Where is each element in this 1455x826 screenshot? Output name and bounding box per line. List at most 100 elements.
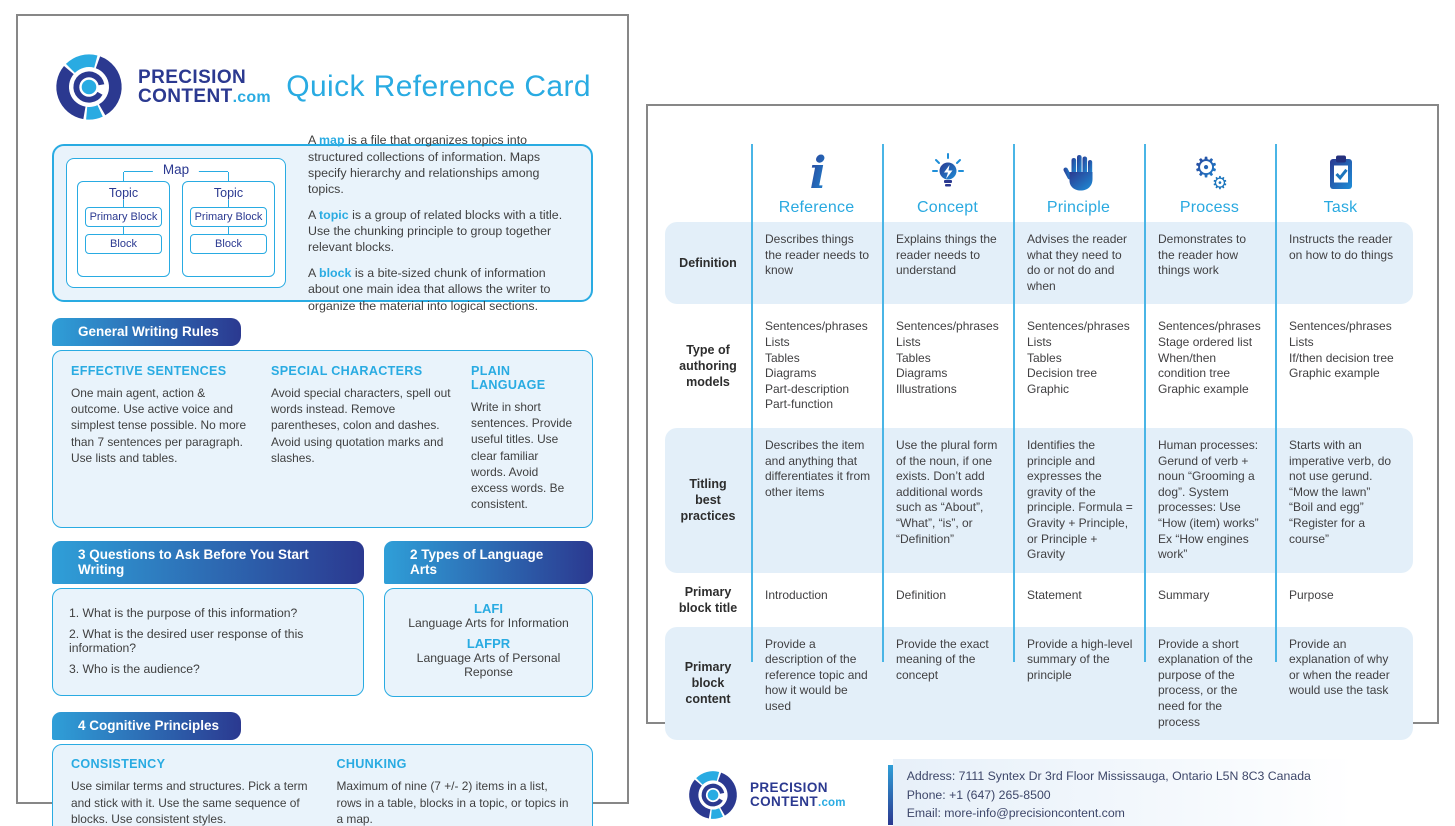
principle-heading: CONSISTENCY: [71, 757, 166, 772]
svg-text:i: i: [809, 152, 826, 194]
hand-icon: [1062, 155, 1092, 191]
table-cell: Provide the exact meaning of the concept: [896, 636, 989, 682]
svg-text:⚙: ⚙: [1211, 173, 1227, 194]
language-arts-abbr: LAFPR: [466, 636, 511, 652]
table-cell: Starts with an imperative verb, do not u…: [1289, 437, 1392, 546]
keyword-block: block: [319, 265, 352, 280]
keyword-map: map: [319, 133, 345, 148]
section-header-cognitive-principles: 4 Cognitive Principles: [52, 712, 242, 741]
table-cell: Explains things the reader needs to unde…: [896, 232, 997, 278]
principle-consistency: CONSISTENCY Use similar terms and struct…: [71, 757, 309, 826]
table-cell: Provide a short explanation of the purpo…: [1158, 636, 1253, 729]
table-header-row: i Reference Concept: [751, 144, 1413, 222]
principle-chunking: CHUNKING Maximum of nine (7 +/- 2) items…: [337, 757, 575, 826]
intro-pre: A: [308, 207, 320, 222]
footer-phone: Phone: +1 (647) 265-8500: [906, 787, 1051, 802]
column-header-process: ⚙ ⚙ Process: [1144, 144, 1275, 222]
cognitive-principles-box: CONSISTENCY Use similar terms and struct…: [52, 744, 593, 826]
footer-address: Address: 7111 Syntex Dr 3rd Floor Missis…: [906, 769, 1311, 784]
precision-content-logo-icon: [686, 768, 740, 822]
connector-line: [227, 227, 230, 234]
rule-body: Write in short sentences. Provide useful…: [471, 400, 573, 512]
diagram-topic-box: Topic Primary Block Block: [182, 181, 275, 277]
question-item: 1. What is the purpose of this informati…: [69, 606, 298, 621]
lightbulb-icon: [931, 153, 964, 187]
language-arts-section: 2 Types of Language Arts LAFI Language A…: [384, 541, 593, 698]
table-row-primary-block-title: Primary block title Introduction Definit…: [665, 578, 1413, 622]
language-arts-name: Language Arts for Information: [408, 616, 569, 631]
table-cell: Summary: [1158, 587, 1210, 602]
quick-reference-card-page-1: PRECISION CONTENT.com Quick Reference Ca…: [16, 14, 629, 826]
gears-icon: ⚙ ⚙: [1193, 152, 1228, 194]
diagram-block-label: Block: [85, 234, 162, 254]
brand-line1: PRECISION: [138, 66, 247, 88]
principle-body: Use similar terms and structures. Pick a…: [71, 779, 308, 826]
language-arts-name: Language Arts of Personal Reponse: [416, 651, 561, 680]
svg-text:⚙: ⚙: [1193, 152, 1218, 184]
keyword-topic: topic: [319, 207, 349, 222]
rule-body: One main agent, action & outcome. Use ac…: [71, 386, 247, 465]
brand-line1: PRECISION: [750, 780, 828, 796]
info-icon: i: [809, 152, 826, 194]
column-header-principle: Principle: [1013, 144, 1144, 222]
cognitive-principles-col-left: CONSISTENCY Use similar terms and struct…: [71, 757, 309, 826]
table-cell: Provide a high-level summary of the prin…: [1027, 636, 1133, 682]
diagram-topics: Topic Primary Block Block Topic Primary …: [77, 181, 275, 277]
diagram-topic-label: Topic: [108, 186, 139, 200]
question-item: 2. What is the desired user response of …: [69, 627, 304, 656]
brand-line2-wrap: CONTENT.com: [138, 87, 271, 106]
rule-heading: PLAIN LANGUAGE: [471, 364, 546, 392]
column-header-label: Reference: [778, 199, 855, 216]
table-cell: Instructs the reader on how to do things: [1289, 232, 1394, 262]
table-row-authoring-models: Type of authoring models Sentences/phras…: [665, 309, 1413, 423]
intro-paragraph-map: A map is a file that organizes topics in…: [308, 132, 573, 198]
footer-email: Email: more-info@precisioncontent.com: [906, 806, 1125, 821]
row-header: Primary block content: [684, 660, 732, 707]
table-cell: Provide an explanation of why or when th…: [1289, 636, 1390, 698]
table-cell: Sentences/phrases Lists Tables Decision …: [1027, 319, 1130, 396]
precision-content-logo-icon: [52, 50, 126, 124]
rule-column-effective-sentences: EFFECTIVE SENTENCES One main agent, acti…: [71, 364, 251, 512]
column-header-reference: i Reference: [751, 144, 882, 222]
table-cell: Sentences/phrases Lists Tables Diagrams …: [765, 319, 868, 412]
table-cell: Sentences/phrases Stage ordered list Whe…: [1158, 319, 1261, 396]
row-header: Type of authoring models: [679, 343, 737, 390]
language-arts-abbr: LAFI: [474, 601, 503, 617]
map-topic-block-section: Map Topic Primary Block Block Topic Prim…: [52, 133, 593, 313]
footer-accent-bar: [887, 765, 893, 826]
intro-pre: A: [308, 265, 320, 280]
diagram-block-label: Block: [190, 234, 267, 254]
table-cell: Describes things the reader needs to kno…: [765, 232, 870, 278]
column-divider: [751, 144, 753, 662]
column-divider: [1013, 144, 1015, 662]
column-header-label: Principle: [1046, 199, 1111, 216]
rule-body: Avoid special characters, spell out word…: [271, 386, 451, 465]
diagram-map-label: Map: [152, 162, 200, 177]
cognitive-principles-col-right: CHUNKING Maximum of nine (7 +/- 2) items…: [337, 757, 575, 826]
question-item: 3. Who is the audience?: [69, 662, 200, 677]
column-divider: [882, 144, 884, 662]
row-header: Definition: [679, 256, 737, 271]
table-cell: Advises the reader what they need to do …: [1027, 232, 1128, 293]
column-header-task: Task: [1275, 144, 1406, 222]
table-cell: Sentences/phrases Lists Tables Diagrams …: [896, 319, 999, 396]
column-header-label: Process: [1179, 199, 1240, 216]
column-divider: [1144, 144, 1146, 662]
questions-and-language-arts-row: 3 Questions to Ask Before You Start Writ…: [52, 541, 593, 698]
table-cell: Provide a description of the reference t…: [765, 636, 868, 714]
brand-line2: CONTENT: [138, 86, 233, 107]
diagram-topic-box: Topic Primary Block Block: [77, 181, 170, 277]
diagram-primary-block-label: Primary Block: [85, 207, 162, 227]
information-types-table: i Reference Concept: [665, 144, 1413, 741]
rule-heading: SPECIAL CHARACTERS: [271, 364, 423, 378]
column-divider: [1275, 144, 1277, 662]
connector-line: [227, 200, 230, 207]
intro-rest: is a group of related blocks with a titl…: [308, 207, 563, 255]
general-writing-rules-box: EFFECTIVE SENTENCES One main agent, acti…: [52, 350, 593, 529]
page2-footer: PRECISION CONTENT.com Address: 7111 Synt…: [686, 759, 1437, 826]
brand-wordmark: PRECISION CONTENT.com: [138, 66, 271, 107]
table-cell: Statement: [1027, 587, 1082, 602]
intro-rest: is a bite-sized chunk of information abo…: [308, 265, 551, 313]
brand-tld: .com: [232, 89, 271, 106]
page-title: Quick Reference Card: [286, 70, 591, 103]
